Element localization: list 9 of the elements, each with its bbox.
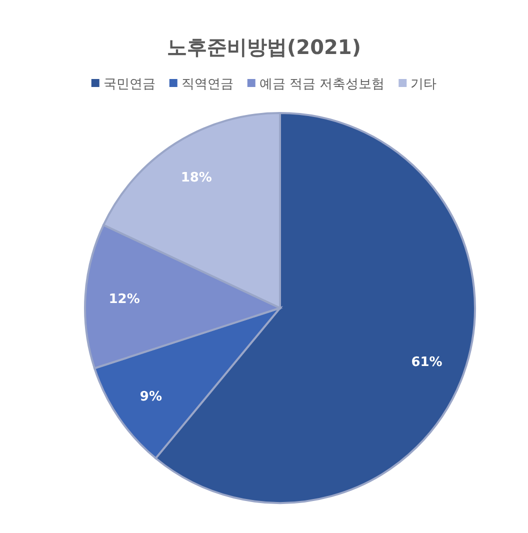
data-label: 9% bbox=[140, 390, 162, 405]
legend-label: 직역연금 bbox=[181, 77, 234, 92]
legend-label: 기타 bbox=[410, 77, 437, 92]
data-label: 61% bbox=[411, 354, 442, 370]
data-label: 18% bbox=[180, 170, 212, 186]
legend-label: 예금 적금 저축성보험 bbox=[259, 77, 385, 92]
legend-label: 국민연금 bbox=[103, 77, 156, 92]
chart-title: 노후준비방법(2021) bbox=[167, 35, 361, 59]
data-label: 12% bbox=[108, 292, 140, 308]
